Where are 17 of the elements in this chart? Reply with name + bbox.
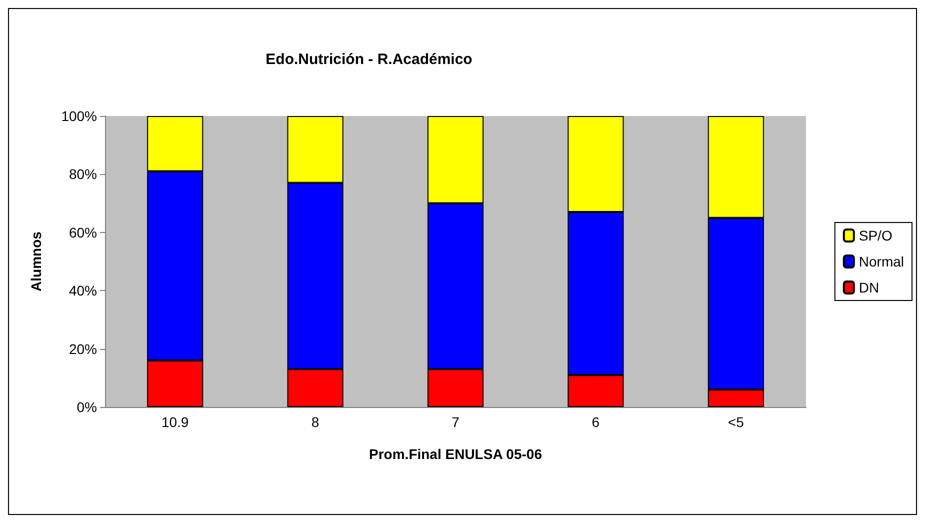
legend-label: Normal [858, 254, 904, 270]
y-tick-label: 80% [68, 166, 97, 182]
x-axis-title: Prom.Final ENULSA 05-06 [369, 446, 542, 462]
y-tick-label: 20% [68, 340, 97, 357]
legend-label: SP/O [858, 228, 892, 244]
x-tick-label: 6 [592, 414, 600, 430]
y-tick-label: 40% [68, 282, 97, 299]
x-tick-label: 7 [452, 414, 460, 430]
chart-title: Edo.Nutrición - R.Académico [266, 51, 472, 68]
y-tick-label: 100% [61, 108, 97, 124]
y-tick-label: 0% [76, 399, 97, 415]
y-tick-label: 60% [68, 224, 97, 240]
x-tick-label: 10.9 [161, 414, 189, 430]
y-axis-title: Alumnos [28, 231, 44, 292]
x-tick-label: 8 [311, 414, 320, 430]
legend-label: DN [858, 280, 880, 296]
x-tick-label: <5 [728, 414, 744, 430]
